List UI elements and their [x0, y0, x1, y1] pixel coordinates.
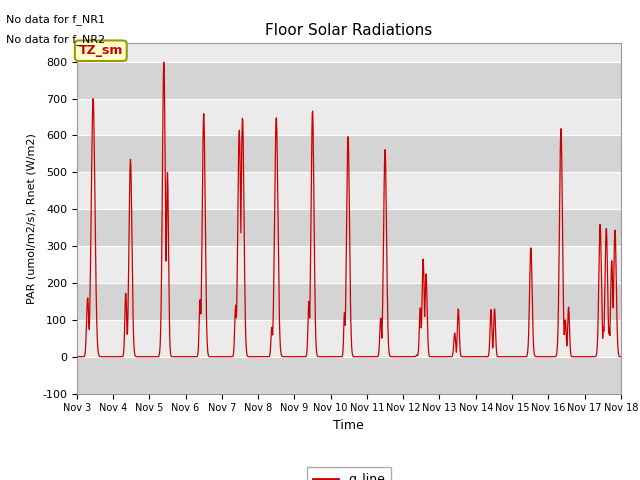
Bar: [77, 61, 621, 98]
Legend: q_line: q_line: [307, 467, 391, 480]
Y-axis label: PAR (umol/m2/s), Rnet (W/m2): PAR (umol/m2/s), Rnet (W/m2): [26, 133, 36, 304]
Bar: [77, 209, 621, 246]
Bar: [77, 135, 621, 172]
Text: No data for f_NR1: No data for f_NR1: [6, 14, 106, 25]
Text: No data for f_NR2: No data for f_NR2: [6, 34, 106, 45]
Title: Floor Solar Radiations: Floor Solar Radiations: [265, 23, 433, 38]
Bar: [77, 357, 621, 394]
Bar: [77, 283, 621, 320]
Text: TZ_sm: TZ_sm: [79, 44, 123, 57]
X-axis label: Time: Time: [333, 419, 364, 432]
